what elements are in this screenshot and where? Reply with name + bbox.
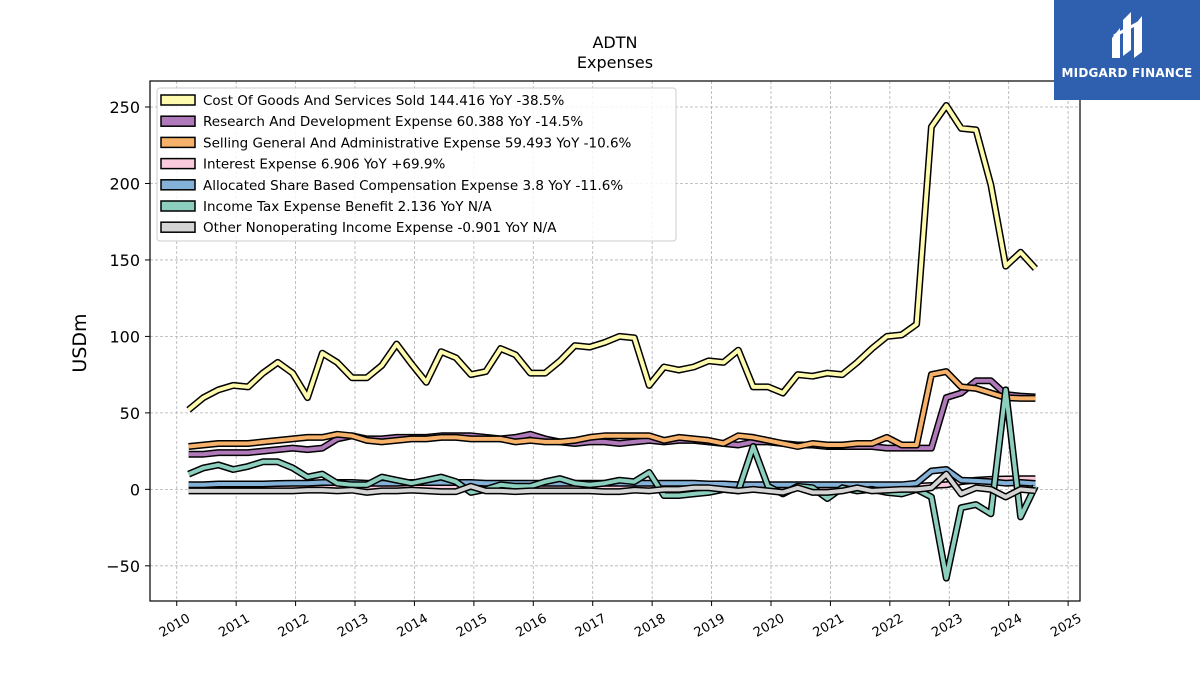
x-tick-label: 2011	[216, 611, 252, 641]
legend-label: Research And Development Expense 60.388 …	[203, 114, 583, 130]
legend-box	[156, 87, 677, 242]
legend-label: Interest Expense 6.906 YoY +69.9%	[203, 157, 445, 173]
legend-swatch	[160, 115, 196, 127]
y-axis-label: USDm	[69, 313, 91, 372]
x-tick-label: 2023	[929, 611, 965, 641]
x-tick-label: 2013	[335, 611, 371, 641]
series-line	[188, 472, 1036, 499]
x-tick-label: 2016	[513, 611, 549, 641]
x-tick-label: 2020	[751, 611, 787, 641]
midgard-finance-logo: MIDGARD FINANCE	[1054, 0, 1200, 100]
x-tick-label: 2021	[811, 611, 847, 641]
legend-label: Other Nonoperating Income Expense -0.901…	[203, 220, 557, 236]
plot-frame	[149, 80, 1081, 602]
y-tick-label: 0	[130, 480, 140, 499]
legend-label: Cost Of Goods And Services Sold 144.416 …	[203, 93, 564, 109]
x-tick-label: 2010	[157, 611, 193, 641]
legend-swatch	[160, 200, 196, 212]
y-tick-label: 50	[120, 404, 140, 423]
x-tick-label: 2015	[454, 611, 490, 641]
legend-label: Allocated Share Based Compensation Expen…	[203, 178, 623, 194]
x-tick-label: 2012	[276, 611, 312, 641]
legend-label: Income Tax Expense Benefit 2.136 YoY N/A	[203, 199, 492, 215]
legend-swatch	[160, 179, 196, 191]
y-tick-label: 200	[109, 174, 140, 193]
series-line	[187, 103, 1037, 412]
series-layer	[186, 102, 1039, 582]
y-tick-label: 100	[109, 327, 140, 346]
x-tick-label: 2018	[632, 611, 668, 641]
x-tick-label: 2025	[1048, 611, 1084, 641]
legend-swatch	[160, 94, 196, 106]
legend-swatch	[160, 221, 196, 233]
x-tick-label: 2019	[692, 611, 728, 641]
midgard-logo-icon	[1112, 12, 1142, 58]
x-tick-label: 2014	[395, 611, 431, 641]
series-line	[188, 369, 1036, 449]
legend-swatch	[160, 136, 196, 149]
y-tick-label: 150	[109, 251, 140, 270]
legend: Cost Of Goods And Services Sold 144.416 …	[156, 87, 677, 242]
x-tick-label: 2017	[573, 611, 609, 641]
series-line	[188, 378, 1036, 457]
x-tick-label: 2022	[870, 611, 906, 641]
chart-title: ADTN	[592, 33, 637, 52]
legend-label: Selling General And Administrative Expen…	[203, 135, 632, 151]
y-tick-label: −50	[106, 557, 140, 576]
y-tick-label: 250	[109, 98, 140, 117]
chart-subtitle: Expenses	[577, 53, 653, 72]
legend-swatch	[160, 157, 196, 170]
x-tick-label: 2024	[989, 611, 1025, 641]
logo-text: MIDGARD FINANCE	[1061, 66, 1193, 80]
